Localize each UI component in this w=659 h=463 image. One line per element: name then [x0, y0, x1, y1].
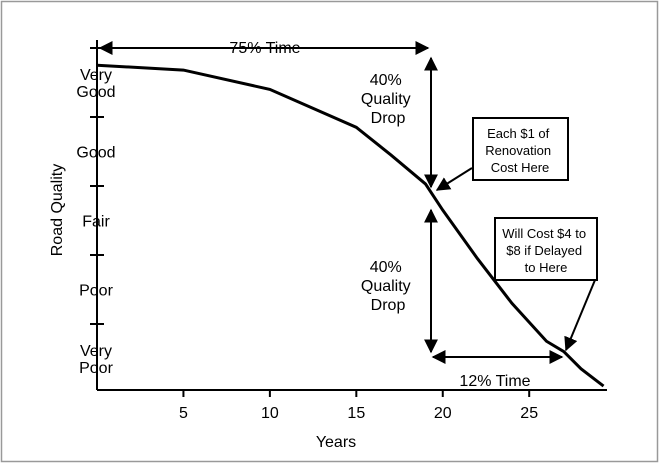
- annotation: Each $1 of Renovation Cost Here: [485, 126, 554, 175]
- y-tick-label: Poor: [79, 283, 113, 300]
- x-tick-label: 25: [520, 405, 538, 422]
- x-tick-label: 15: [347, 405, 365, 422]
- y-axis-label: Road Quality: [49, 164, 66, 257]
- annotation: 12% Time: [459, 373, 530, 390]
- y-tick-label: Very Good: [76, 67, 115, 101]
- arrow: [435, 167, 473, 191]
- annotation: 40% Quality Drop: [361, 72, 415, 127]
- y-tick-label: Good: [76, 145, 115, 162]
- x-tick-label: 5: [179, 405, 188, 422]
- x-tick-label: 10: [261, 405, 279, 422]
- x-axis-label: Years: [316, 434, 356, 451]
- arrow: [564, 279, 596, 352]
- callout-box: [472, 117, 569, 181]
- y-tick-label: Very Poor: [79, 343, 113, 377]
- callout-box: [494, 217, 598, 281]
- annotation: 40% Quality Drop: [361, 259, 415, 314]
- line-series: [96, 63, 605, 388]
- x-tick-label: 20: [434, 405, 452, 422]
- annotation: Will Cost $4 to $8 if Delayed to Here: [502, 226, 589, 275]
- annotation: 75% Time: [229, 40, 300, 57]
- y-tick-label: Fair: [82, 214, 110, 231]
